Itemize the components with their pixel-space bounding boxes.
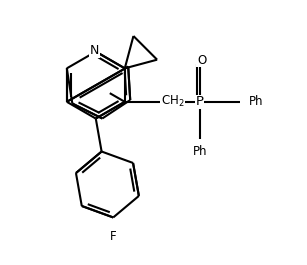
Text: Ph: Ph (192, 145, 207, 158)
Text: F: F (110, 230, 117, 243)
Text: CH$_2$: CH$_2$ (161, 94, 185, 109)
Text: O: O (197, 54, 206, 67)
Text: P: P (196, 95, 204, 108)
Text: N: N (90, 44, 99, 57)
Text: Ph: Ph (249, 95, 263, 108)
